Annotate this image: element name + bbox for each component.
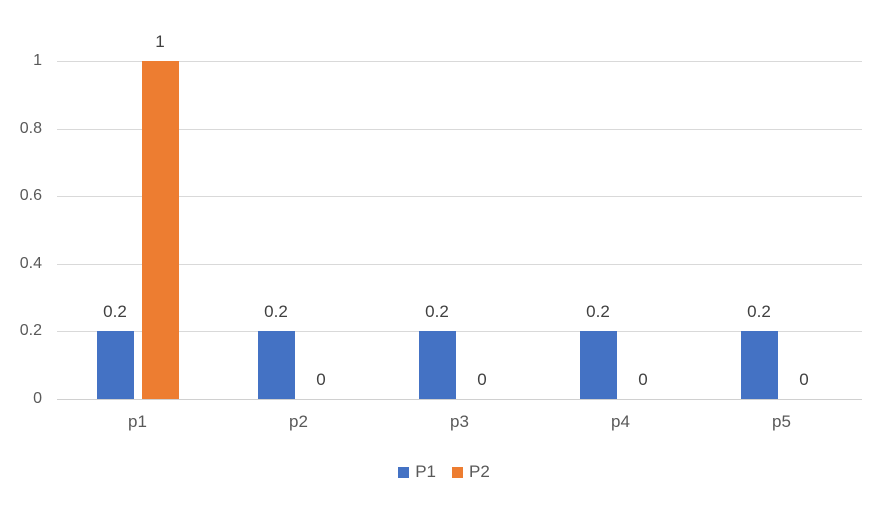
legend-item-p2: P2 [452, 462, 490, 482]
x-tick-label: p2 [289, 412, 308, 431]
bar-p1-p1 [97, 331, 134, 399]
y-gridline [57, 61, 862, 62]
y-tick-label: 0 [33, 390, 42, 407]
y-tick-label: 0.2 [19, 322, 42, 339]
legend-item-p1: P1 [398, 462, 436, 482]
data-label: 0.2 [425, 302, 449, 321]
y-gridline [57, 331, 862, 332]
data-label: 0 [638, 370, 648, 389]
plot-area: 0.2 1 0.2 0 0.2 0 0.2 0 0.2 0 [57, 32, 862, 400]
bar-p1-p3 [419, 331, 456, 399]
y-gridline [57, 129, 862, 130]
bar-p2-p1 [142, 61, 179, 399]
data-label: 0.2 [264, 302, 288, 321]
y-tick-label: 0.4 [19, 255, 42, 272]
data-label: 0.2 [586, 302, 610, 321]
x-tick-label: p1 [128, 412, 147, 431]
y-tick-label: 0.8 [19, 120, 42, 137]
bar-p1-p5 [741, 331, 778, 399]
data-label: 0.2 [747, 302, 771, 321]
y-tick-label: 1 [33, 52, 42, 69]
bar-p1-p4 [580, 331, 617, 399]
y-gridline [57, 196, 862, 197]
data-label: 0.2 [103, 302, 127, 321]
y-tick-label: 0.6 [19, 187, 42, 204]
data-label: 1 [155, 32, 165, 51]
legend-swatch-icon [398, 466, 410, 478]
legend-swatch-icon [452, 466, 463, 478]
data-label: 0 [799, 370, 809, 389]
x-tick-label: p3 [450, 412, 469, 431]
x-axis-line [57, 399, 862, 400]
y-gridline [57, 264, 862, 265]
legend: P1 P2 [0, 462, 888, 482]
bar-p1-p2 [258, 331, 295, 399]
x-tick-label: p5 [772, 412, 791, 431]
data-label: 0 [316, 370, 326, 389]
data-label: 0 [477, 370, 487, 389]
legend-label: P1 [415, 462, 436, 481]
x-tick-label: p4 [611, 412, 630, 431]
legend-label: P2 [469, 462, 490, 481]
